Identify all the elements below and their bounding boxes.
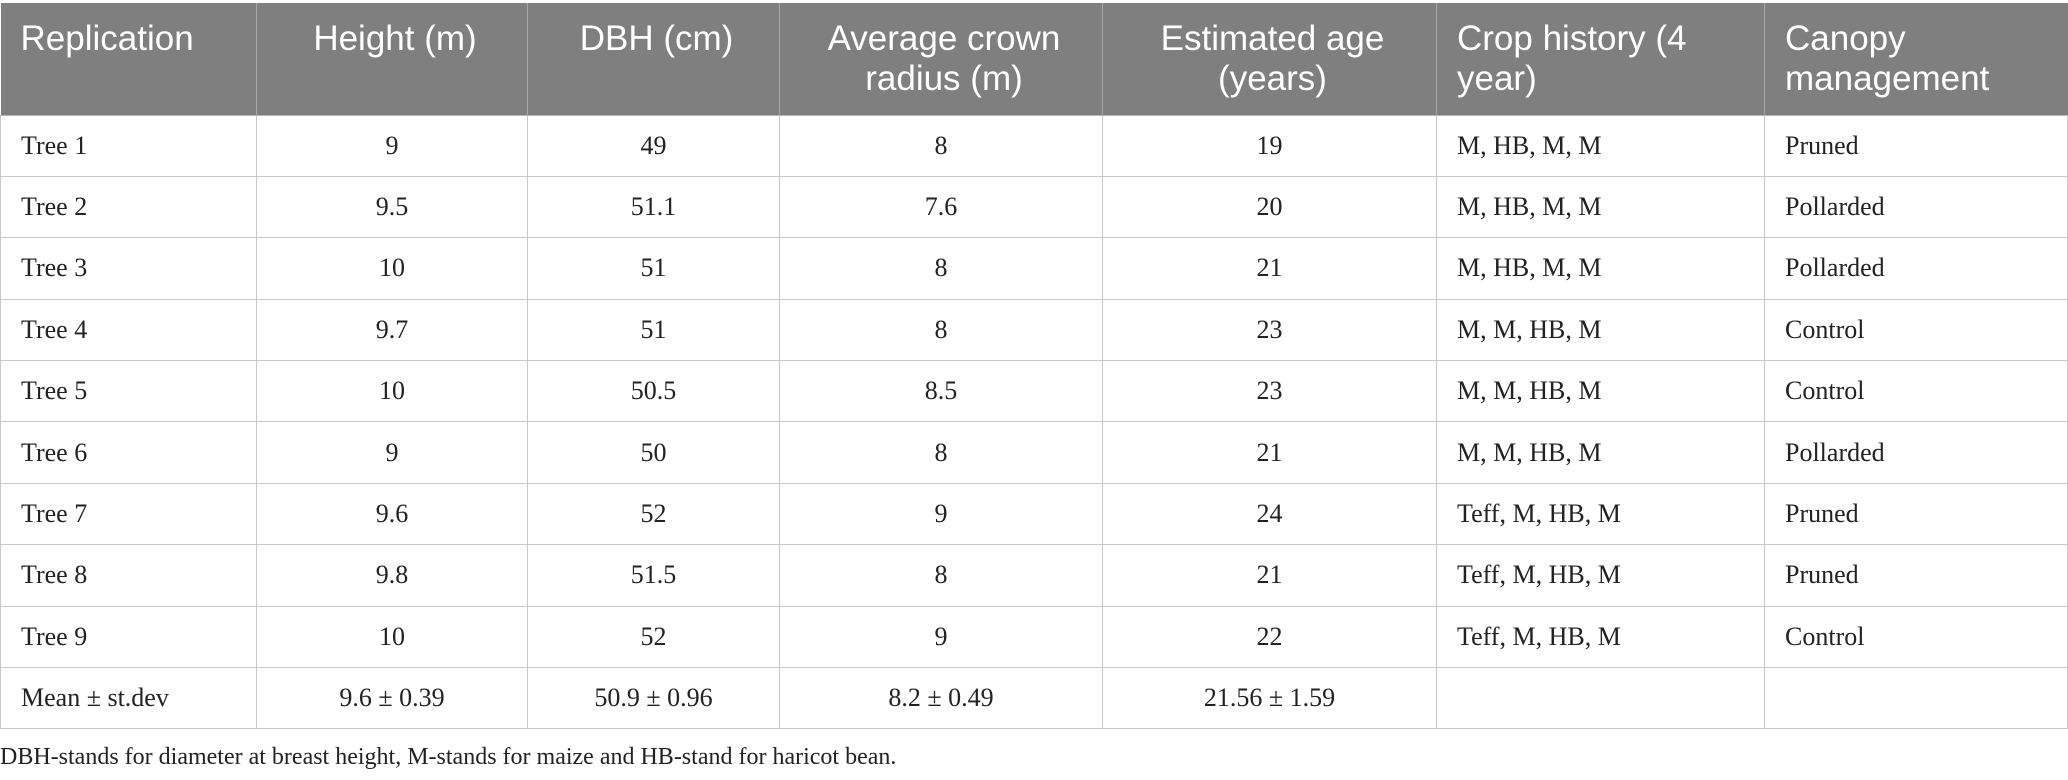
cell-canopy-management <box>1764 667 2068 730</box>
cell-dbh: 49 <box>527 114 780 177</box>
cell-estimated-age: 21 <box>1102 544 1437 607</box>
cell-estimated-age: 21 <box>1102 237 1437 300</box>
cell-crown-radius: 8 <box>779 114 1103 177</box>
table-row: Tree 6 9 50 8 21 M, M, HB, M Pollarded <box>0 421 2068 484</box>
cell-height: 10 <box>256 605 528 669</box>
table-row: Tree 7 9.6 52 9 24 Teff, M, HB, M Pruned <box>0 482 2068 546</box>
cell-crop-history: M, M, HB, M <box>1436 298 1765 362</box>
cell-replication: Tree 2 <box>0 175 257 239</box>
table-row: Tree 4 9.7 51 8 23 M, M, HB, M Control <box>0 298 2068 362</box>
cell-estimated-age: 21.56 ± 1.59 <box>1102 667 1437 730</box>
column-header-estimated-age: Estimated age (years) <box>1102 3 1437 116</box>
cell-replication: Tree 9 <box>0 605 257 669</box>
cell-crown-radius: 8 <box>779 298 1103 362</box>
tree-characteristics-table: Replication Height (m) DBH (cm) Average … <box>0 3 2068 730</box>
cell-crown-radius: 8.2 ± 0.49 <box>779 667 1103 730</box>
cell-crown-radius: 8 <box>779 544 1103 607</box>
cell-dbh: 50.5 <box>527 360 780 423</box>
cell-crop-history: Teff, M, HB, M <box>1436 605 1765 669</box>
table-row: Tree 5 10 50.5 8.5 23 M, M, HB, M Control <box>0 360 2068 423</box>
cell-crop-history: Teff, M, HB, M <box>1436 482 1765 546</box>
table-row: Mean ± st.dev 9.6 ± 0.39 50.9 ± 0.96 8.2 ± … <box>0 667 2068 730</box>
table-row: Tree 2 9.5 51.1 7.6 20 M, HB, M, M Pollarded <box>0 175 2068 239</box>
cell-crop-history <box>1436 667 1765 730</box>
cell-replication: Tree 1 <box>0 114 257 177</box>
cell-replication: Mean ± st.dev <box>0 667 257 730</box>
cell-dbh: 51.1 <box>527 175 780 239</box>
cell-height: 9 <box>256 114 528 177</box>
cell-estimated-age: 21 <box>1102 421 1437 484</box>
cell-estimated-age: 19 <box>1102 114 1437 177</box>
cell-canopy-management: Control <box>1764 605 2068 669</box>
column-header-crop-history: Crop history (4 year) <box>1436 3 1765 116</box>
cell-replication: Tree 6 <box>0 421 257 484</box>
table-row: Tree 1 9 49 8 19 M, HB, M, M Pruned <box>0 114 2068 177</box>
table-footnote: DBH-stands for diameter at breast height… <box>0 744 897 770</box>
cell-canopy-management: Pruned <box>1764 544 2068 607</box>
column-header-replication: Replication <box>0 3 257 116</box>
header-row: Replication Height (m) DBH (cm) Average … <box>0 3 2068 116</box>
cell-replication: Tree 4 <box>0 298 257 362</box>
table-row: Tree 9 10 52 9 22 Teff, M, HB, M Control <box>0 605 2068 669</box>
cell-crop-history: M, HB, M, M <box>1436 114 1765 177</box>
cell-dbh: 51.5 <box>527 544 780 607</box>
column-header-crown-radius: Average crown radius (m) <box>779 3 1103 116</box>
column-header-canopy-management: Canopy management <box>1764 3 2068 116</box>
cell-replication: Tree 3 <box>0 237 257 300</box>
cell-canopy-management: Pollarded <box>1764 421 2068 484</box>
cell-height: 9.7 <box>256 298 528 362</box>
column-header-height: Height (m) <box>256 3 528 116</box>
table-header: Replication Height (m) DBH (cm) Average … <box>0 3 2068 116</box>
cell-canopy-management: Pollarded <box>1764 237 2068 300</box>
cell-canopy-management: Control <box>1764 298 2068 362</box>
cell-crown-radius: 8 <box>779 237 1103 300</box>
cell-crop-history: M, M, HB, M <box>1436 421 1765 484</box>
cell-dbh: 50.9 ± 0.96 <box>527 667 780 730</box>
cell-crown-radius: 8 <box>779 421 1103 484</box>
cell-crop-history: M, M, HB, M <box>1436 360 1765 423</box>
cell-height: 9.8 <box>256 544 528 607</box>
cell-canopy-management: Control <box>1764 360 2068 423</box>
table-body: Tree 1 9 49 8 19 M, HB, M, M Pruned Tree 2 9.5 51… <box>0 114 2068 730</box>
cell-dbh: 50 <box>527 421 780 484</box>
cell-replication: Tree 5 <box>0 360 257 423</box>
cell-canopy-management: Pruned <box>1764 114 2068 177</box>
cell-height: 9.5 <box>256 175 528 239</box>
cell-height: 9.6 ± 0.39 <box>256 667 528 730</box>
cell-replication: Tree 7 <box>0 482 257 546</box>
cell-dbh: 51 <box>527 298 780 362</box>
cell-crown-radius: 8.5 <box>779 360 1103 423</box>
cell-height: 10 <box>256 237 528 300</box>
cell-crown-radius: 9 <box>779 605 1103 669</box>
cell-estimated-age: 24 <box>1102 482 1437 546</box>
cell-estimated-age: 23 <box>1102 298 1437 362</box>
cell-crown-radius: 7.6 <box>779 175 1103 239</box>
cell-canopy-management: Pruned <box>1764 482 2068 546</box>
cell-replication: Tree 8 <box>0 544 257 607</box>
column-header-dbh: DBH (cm) <box>527 3 780 116</box>
cell-estimated-age: 23 <box>1102 360 1437 423</box>
cell-estimated-age: 20 <box>1102 175 1437 239</box>
cell-crown-radius: 9 <box>779 482 1103 546</box>
table-row: Tree 3 10 51 8 21 M, HB, M, M Pollarded <box>0 237 2068 300</box>
cell-height: 9.6 <box>256 482 528 546</box>
cell-dbh: 52 <box>527 605 780 669</box>
cell-crop-history: M, HB, M, M <box>1436 237 1765 300</box>
table-row: Tree 8 9.8 51.5 8 21 Teff, M, HB, M Pruned <box>0 544 2068 607</box>
cell-dbh: 52 <box>527 482 780 546</box>
cell-crop-history: M, HB, M, M <box>1436 175 1765 239</box>
cell-canopy-management: Pollarded <box>1764 175 2068 239</box>
cell-height: 10 <box>256 360 528 423</box>
cell-height: 9 <box>256 421 528 484</box>
cell-crop-history: Teff, M, HB, M <box>1436 544 1765 607</box>
cell-dbh: 51 <box>527 237 780 300</box>
cell-estimated-age: 22 <box>1102 605 1437 669</box>
